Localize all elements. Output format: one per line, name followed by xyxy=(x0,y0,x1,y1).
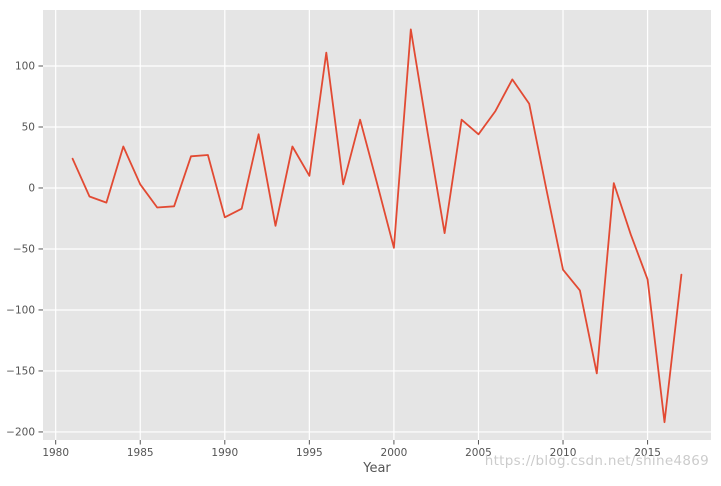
y-tick-label: −200 xyxy=(6,426,35,438)
x-tick-label: 1980 xyxy=(42,447,69,459)
y-tick-label: −50 xyxy=(13,243,35,255)
x-tick-label: 1985 xyxy=(127,447,154,459)
x-axis-label: Year xyxy=(363,461,391,476)
x-tick-label: 1995 xyxy=(296,447,323,459)
plot-area xyxy=(43,10,711,440)
x-tick-label: 2005 xyxy=(465,447,492,459)
x-tick-label: 2015 xyxy=(634,447,661,459)
x-tick-label: 1990 xyxy=(211,447,238,459)
y-tick-label: 0 xyxy=(28,182,35,194)
y-tick-label: −150 xyxy=(6,365,35,377)
x-tick-label: 2010 xyxy=(550,447,577,459)
x-tick-label: 2000 xyxy=(381,447,408,459)
y-tick-label: 100 xyxy=(15,60,35,72)
watermark-text: https://blog.csdn.net/shine4869 xyxy=(484,453,709,469)
y-tick-label: 50 xyxy=(22,121,35,133)
data-line xyxy=(71,28,683,424)
y-tick-label: −100 xyxy=(6,304,35,316)
